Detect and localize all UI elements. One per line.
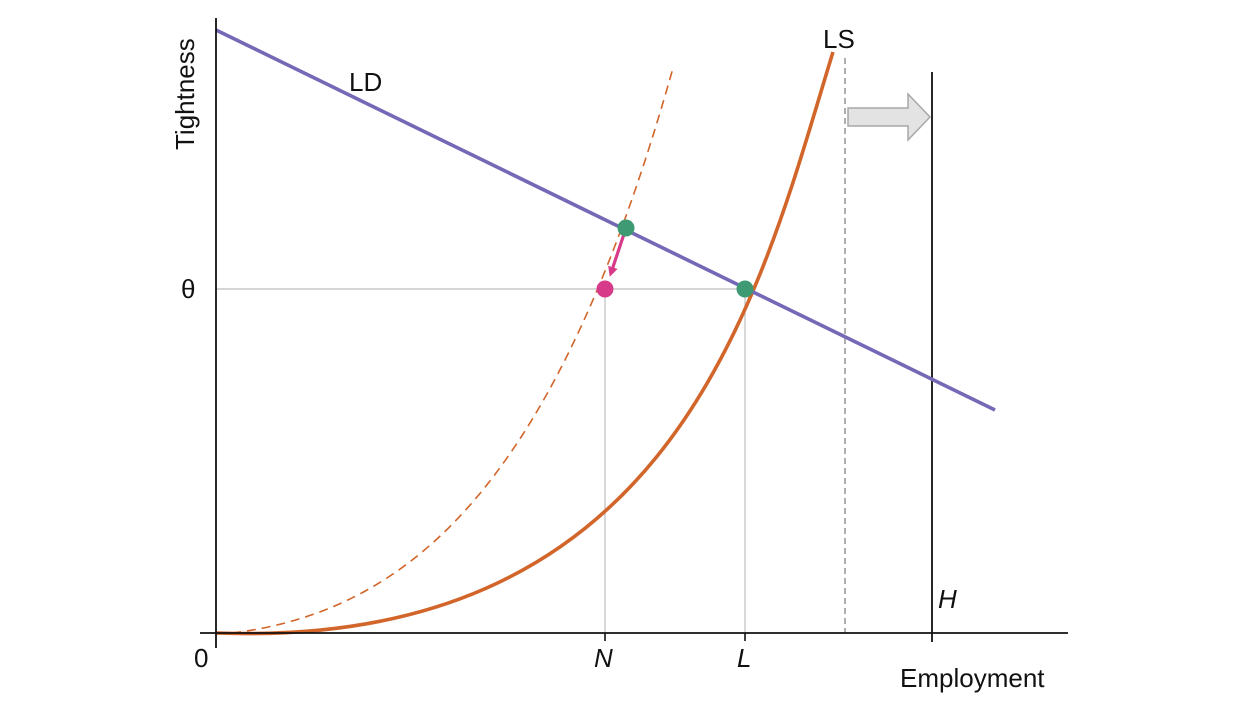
right-block-arrow-icon bbox=[847, 92, 932, 142]
ld-line bbox=[215, 28, 996, 412]
initial-intersection-dot bbox=[617, 219, 635, 237]
ls-label: LS bbox=[823, 24, 855, 54]
theta-label: θ bbox=[181, 274, 195, 304]
origin-label: 0 bbox=[194, 643, 208, 673]
ld-label: LD bbox=[349, 67, 382, 97]
x-axis-label: Employment bbox=[900, 663, 1045, 693]
l-label: L bbox=[737, 643, 751, 673]
equilibrium-dot bbox=[736, 280, 754, 298]
h-label: H bbox=[938, 584, 957, 614]
ls-shifted-dashed-curve bbox=[231, 67, 674, 634]
down-left-arrow-icon bbox=[608, 233, 626, 277]
ls-curve bbox=[215, 51, 835, 636]
shifted-point-dot bbox=[596, 280, 614, 298]
y-axis-label: Tightness bbox=[170, 38, 200, 150]
n-label: N bbox=[594, 643, 613, 673]
